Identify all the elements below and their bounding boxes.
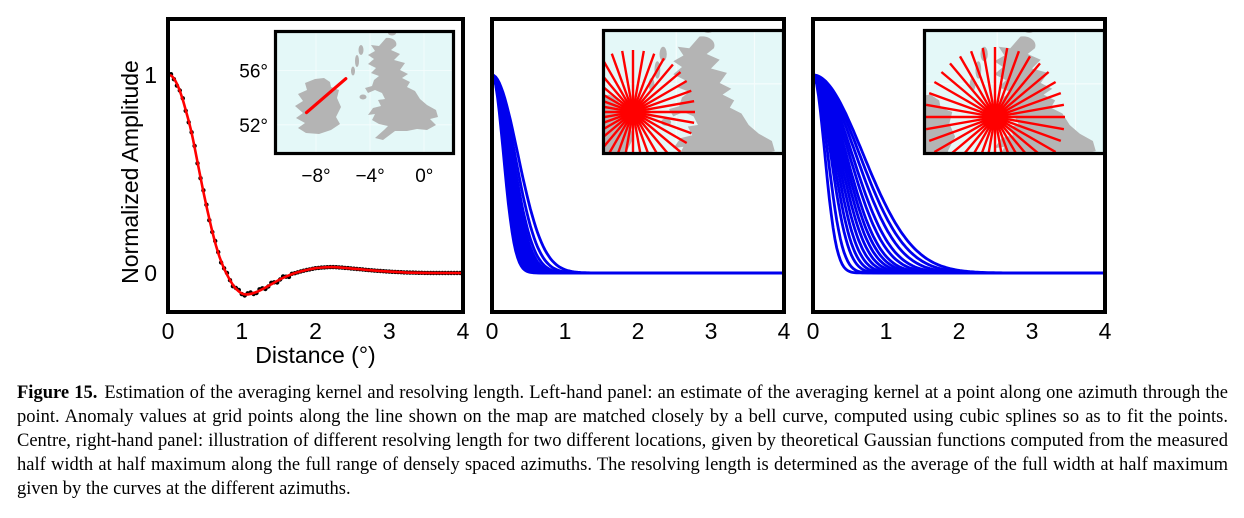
figure-caption-text: Estimation of the averaging kernel and r… [17,383,1228,499]
x-tick-label: 4 [1099,318,1112,344]
inset-lat-tick-label: 56° [239,62,268,83]
inset-frame [601,28,786,156]
inset-lon-tick-label: 0° [415,166,433,187]
x-tick-label: 2 [953,318,966,344]
inset-frame [273,29,456,156]
x-tick-label: 4 [778,318,791,344]
inset-frame [922,28,1107,156]
figure-caption: Figure 15. Estimation of the averaging ke… [17,381,1228,501]
gaussian-curves [815,73,1103,275]
azimuth-line [304,77,348,115]
plot-area [494,74,782,275]
plot-area [170,72,461,298]
x-tick-label: 1 [559,318,572,344]
great-britain-landmass [365,37,438,141]
inset-map-centre [604,31,783,153]
panel-frame [811,17,1107,314]
gaussian-curve [494,74,782,275]
gaussian-curves [494,74,782,275]
gaussian-curve [815,73,1103,275]
x-tick-label: 4 [457,318,470,344]
x-tick-label: 3 [1026,318,1039,344]
centre-panel: 0 1 2 3 4 [486,17,791,344]
star-center [621,100,645,124]
ireland-landmass [925,94,956,153]
inset-map-left [276,32,453,153]
x-tick-label: 2 [632,318,645,344]
x-tick-label: 3 [705,318,718,344]
plot-area [815,73,1103,275]
star-center [982,104,1008,130]
y-tick-label: 0 [144,260,157,286]
x-tick-label: 1 [235,318,248,344]
x-tick-label: 0 [486,318,499,344]
azimuth-rays [925,47,1065,153]
inset-map-right [925,31,1104,153]
figure-panels: 0 1 2 3 4 1 0 Distance (°) Normalized Amplitude −… [117,17,1112,368]
figure-caption-label: Figure 15. [17,383,98,403]
great-britain-landmass [668,36,775,153]
x-axis-label: Distance (°) [255,342,375,368]
x-tick-label: 0 [807,318,820,344]
panel-frame [490,17,786,314]
kernel-fit-curve [170,73,461,296]
x-tick-label: 0 [162,318,175,344]
right-panel: 0 1 2 3 4 [807,17,1112,344]
inset-lon-tick-label: −4° [355,166,384,187]
x-tick-label: 2 [309,318,322,344]
inset-lat-tick-label: 52° [239,116,268,137]
panel-frame [166,17,465,314]
y-axis-label: Normalized Amplitude [117,60,143,284]
y-tick-label: 1 [144,62,157,88]
inset-lon-tick-label: −8° [301,166,330,187]
x-tick-label: 3 [383,318,396,344]
x-tick-label: 1 [880,318,893,344]
left-panel: 0 1 2 3 4 1 0 Distance (°) Normalized Amplitude [117,17,470,368]
great-britain-landmass [989,36,1096,153]
